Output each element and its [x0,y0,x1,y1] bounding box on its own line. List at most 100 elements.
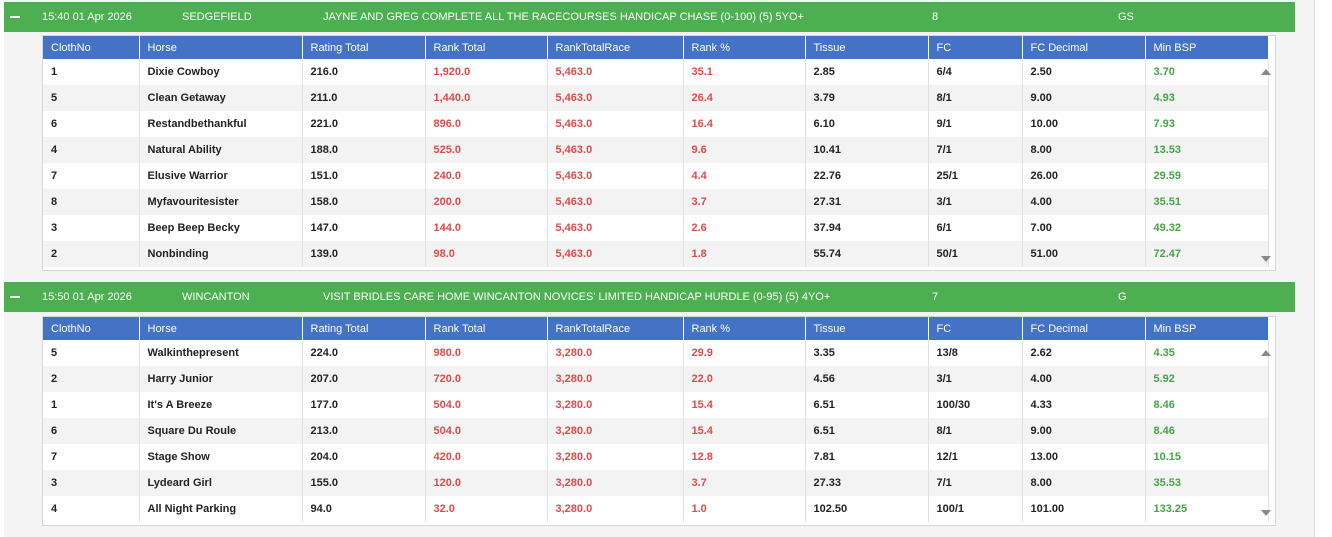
table-row[interactable]: 7 Stage Show 204.0 420.0 3,280.0 12.8 7.81 12/1… [43,444,1269,470]
table-row[interactable]: 3 Lydeard Girl 155.0 120.0 3,280.0 3.7 27.33 7/… [43,470,1269,496]
col-header-horse[interactable]: Horse [139,36,303,59]
col-header-tissue[interactable]: Tissue [805,36,929,59]
col-header-fc[interactable]: FC [928,317,1023,340]
cell-rank-total: 98.0 [425,241,548,267]
col-header-rank-pct[interactable]: Rank % [683,36,806,59]
cell-rank-pct: 12.8 [683,444,806,470]
cell-rank-total: 525.0 [425,137,548,163]
cell-fc: 8/1 [928,418,1023,444]
cell-tissue: 2.85 [805,59,929,85]
cell-rank-pct: 16.4 [683,111,806,137]
cell-tissue: 37.94 [805,215,929,241]
cell-horse: Natural Ability [139,137,303,163]
table-row[interactable]: 4 All Night Parking 94.0 32.0 3,280.0 1.0 102.… [43,496,1269,522]
cell-fc-decimal: 101.00 [1022,496,1146,522]
cell-rank-pct: 15.4 [683,392,806,418]
race-runners: 7 [932,291,939,303]
cell-tissue: 27.33 [805,470,929,496]
col-header-rank-total[interactable]: Rank Total [425,317,548,340]
cell-fc-decimal: 2.62 [1022,340,1146,366]
cell-rank-pct: 1.0 [683,496,806,522]
col-header-rating-total[interactable]: Rating Total [302,36,426,59]
cell-min-bsp: 35.53 [1145,470,1269,496]
cell-rating-total: 151.0 [302,163,426,189]
collapse-minus-icon[interactable] [10,296,20,298]
col-header-rank-total-race[interactable]: RankTotalRace [547,317,684,340]
cell-min-bsp: 13.53 [1145,137,1269,163]
cell-rank-total-race: 5,463.0 [547,215,684,241]
table-row[interactable]: 2 Nonbinding 139.0 98.0 5,463.0 1.8 55.74 50/1 5… [43,241,1269,267]
cell-fc: 100/1 [928,496,1023,522]
cell-fc: 13/8 [928,340,1023,366]
cell-rating-total: 204.0 [302,444,426,470]
cell-fc-decimal: 9.00 [1022,418,1146,444]
race-header[interactable]: 15:40 01 Apr 2026 SEDGEFIELD JAYNE AND G… [4,2,1295,32]
col-header-tissue[interactable]: Tissue [805,317,929,340]
cell-rank-pct: 22.0 [683,366,806,392]
cell-tissue: 6.10 [805,111,929,137]
race-going: GS [1118,11,1134,23]
col-header-fc-decimal[interactable]: FC Decimal [1022,317,1146,340]
cell-min-bsp: 8.46 [1145,392,1269,418]
col-header-rating-total[interactable]: Rating Total [302,317,426,340]
table-row[interactable]: 4 Natural Ability 188.0 525.0 5,463.0 9.6 10.4… [43,137,1269,163]
cell-rating-total: 94.0 [302,496,426,522]
cell-horse: Beep Beep Becky [139,215,303,241]
cell-fc: 12/1 [928,444,1023,470]
col-header-clothno[interactable]: ClothNo [43,317,140,340]
cell-tissue: 3.35 [805,340,929,366]
race-runners: 8 [932,11,939,23]
cell-tissue: 3.79 [805,85,929,111]
col-header-rank-pct[interactable]: Rank % [683,317,806,340]
cell-min-bsp: 7.93 [1145,111,1269,137]
cell-fc: 50/1 [928,241,1023,267]
table-row[interactable]: 5 Clean Getaway 211.0 1,440.0 5,463.0 26.4 3.7… [43,85,1269,111]
col-header-min-bsp[interactable]: Min BSP [1145,36,1269,59]
col-header-min-bsp[interactable]: Min BSP [1145,317,1269,340]
scroll-up-icon[interactable] [1261,350,1271,356]
scroll-down-icon[interactable] [1261,256,1271,262]
cell-rank-total-race: 5,463.0 [547,111,684,137]
table-row[interactable]: 3 Beep Beep Becky 147.0 144.0 5,463.0 2.6 37.9… [43,215,1269,241]
race-going: G [1118,291,1127,303]
cell-rank-total: 504.0 [425,392,548,418]
table-row[interactable]: 8 Myfavouritesister 158.0 200.0 5,463.0 3.7 27… [43,189,1269,215]
col-header-fc[interactable]: FC [928,36,1023,59]
cell-rank-total-race: 3,280.0 [547,470,684,496]
cell-fc-decimal: 10.00 [1022,111,1146,137]
cell-fc-decimal: 4.00 [1022,189,1146,215]
col-header-rank-total[interactable]: Rank Total [425,36,548,59]
cell-fc-decimal: 8.00 [1022,470,1146,496]
cell-rating-total: 177.0 [302,392,426,418]
cell-fc: 3/1 [928,366,1023,392]
cell-fc-decimal: 26.00 [1022,163,1146,189]
col-header-fc-decimal[interactable]: FC Decimal [1022,36,1146,59]
table-row[interactable]: 1 Dixie Cowboy 216.0 1,920.0 5,463.0 35.1 2.85… [43,59,1269,85]
cell-fc-decimal: 4.00 [1022,366,1146,392]
table-row[interactable]: 5 Walkinthepresent 224.0 980.0 3,280.0 29.9 3.… [43,340,1269,366]
table-row[interactable]: 7 Elusive Warrior 151.0 240.0 5,463.0 4.4 22.7… [43,163,1269,189]
table-row[interactable]: 6 Restandbethankful 221.0 896.0 5,463.0 16.4 6… [43,111,1269,137]
table-row[interactable]: 1 It's A Breeze 177.0 504.0 3,280.0 15.4 6.51 1… [43,392,1269,418]
cell-rating-total: 221.0 [302,111,426,137]
col-header-clothno[interactable]: ClothNo [43,36,140,59]
cell-horse: Myfavouritesister [139,189,303,215]
cell-tissue: 6.51 [805,392,929,418]
race-header[interactable]: 15:50 01 Apr 2026 WINCANTON VISIT BRIDLE… [4,282,1295,312]
col-header-horse[interactable]: Horse [139,317,303,340]
col-header-rank-total-race[interactable]: RankTotalRace [547,36,684,59]
cell-fc-decimal: 4.33 [1022,392,1146,418]
scroll-up-icon[interactable] [1261,69,1271,75]
cell-rank-total-race: 5,463.0 [547,189,684,215]
collapse-minus-icon[interactable] [10,16,20,18]
table-row[interactable]: 2 Harry Junior 207.0 720.0 3,280.0 22.0 4.56 3/… [43,366,1269,392]
cell-horse: Nonbinding [139,241,303,267]
cell-clothno: 5 [43,340,140,366]
cell-horse: Dixie Cowboy [139,59,303,85]
scroll-down-icon[interactable] [1261,510,1271,516]
cell-min-bsp: 4.93 [1145,85,1269,111]
cell-fc: 6/4 [928,59,1023,85]
table-row[interactable]: 6 Square Du Roule 213.0 504.0 3,280.0 15.4 6.5… [43,418,1269,444]
cell-rating-total: 188.0 [302,137,426,163]
cell-horse: All Night Parking [139,496,303,522]
